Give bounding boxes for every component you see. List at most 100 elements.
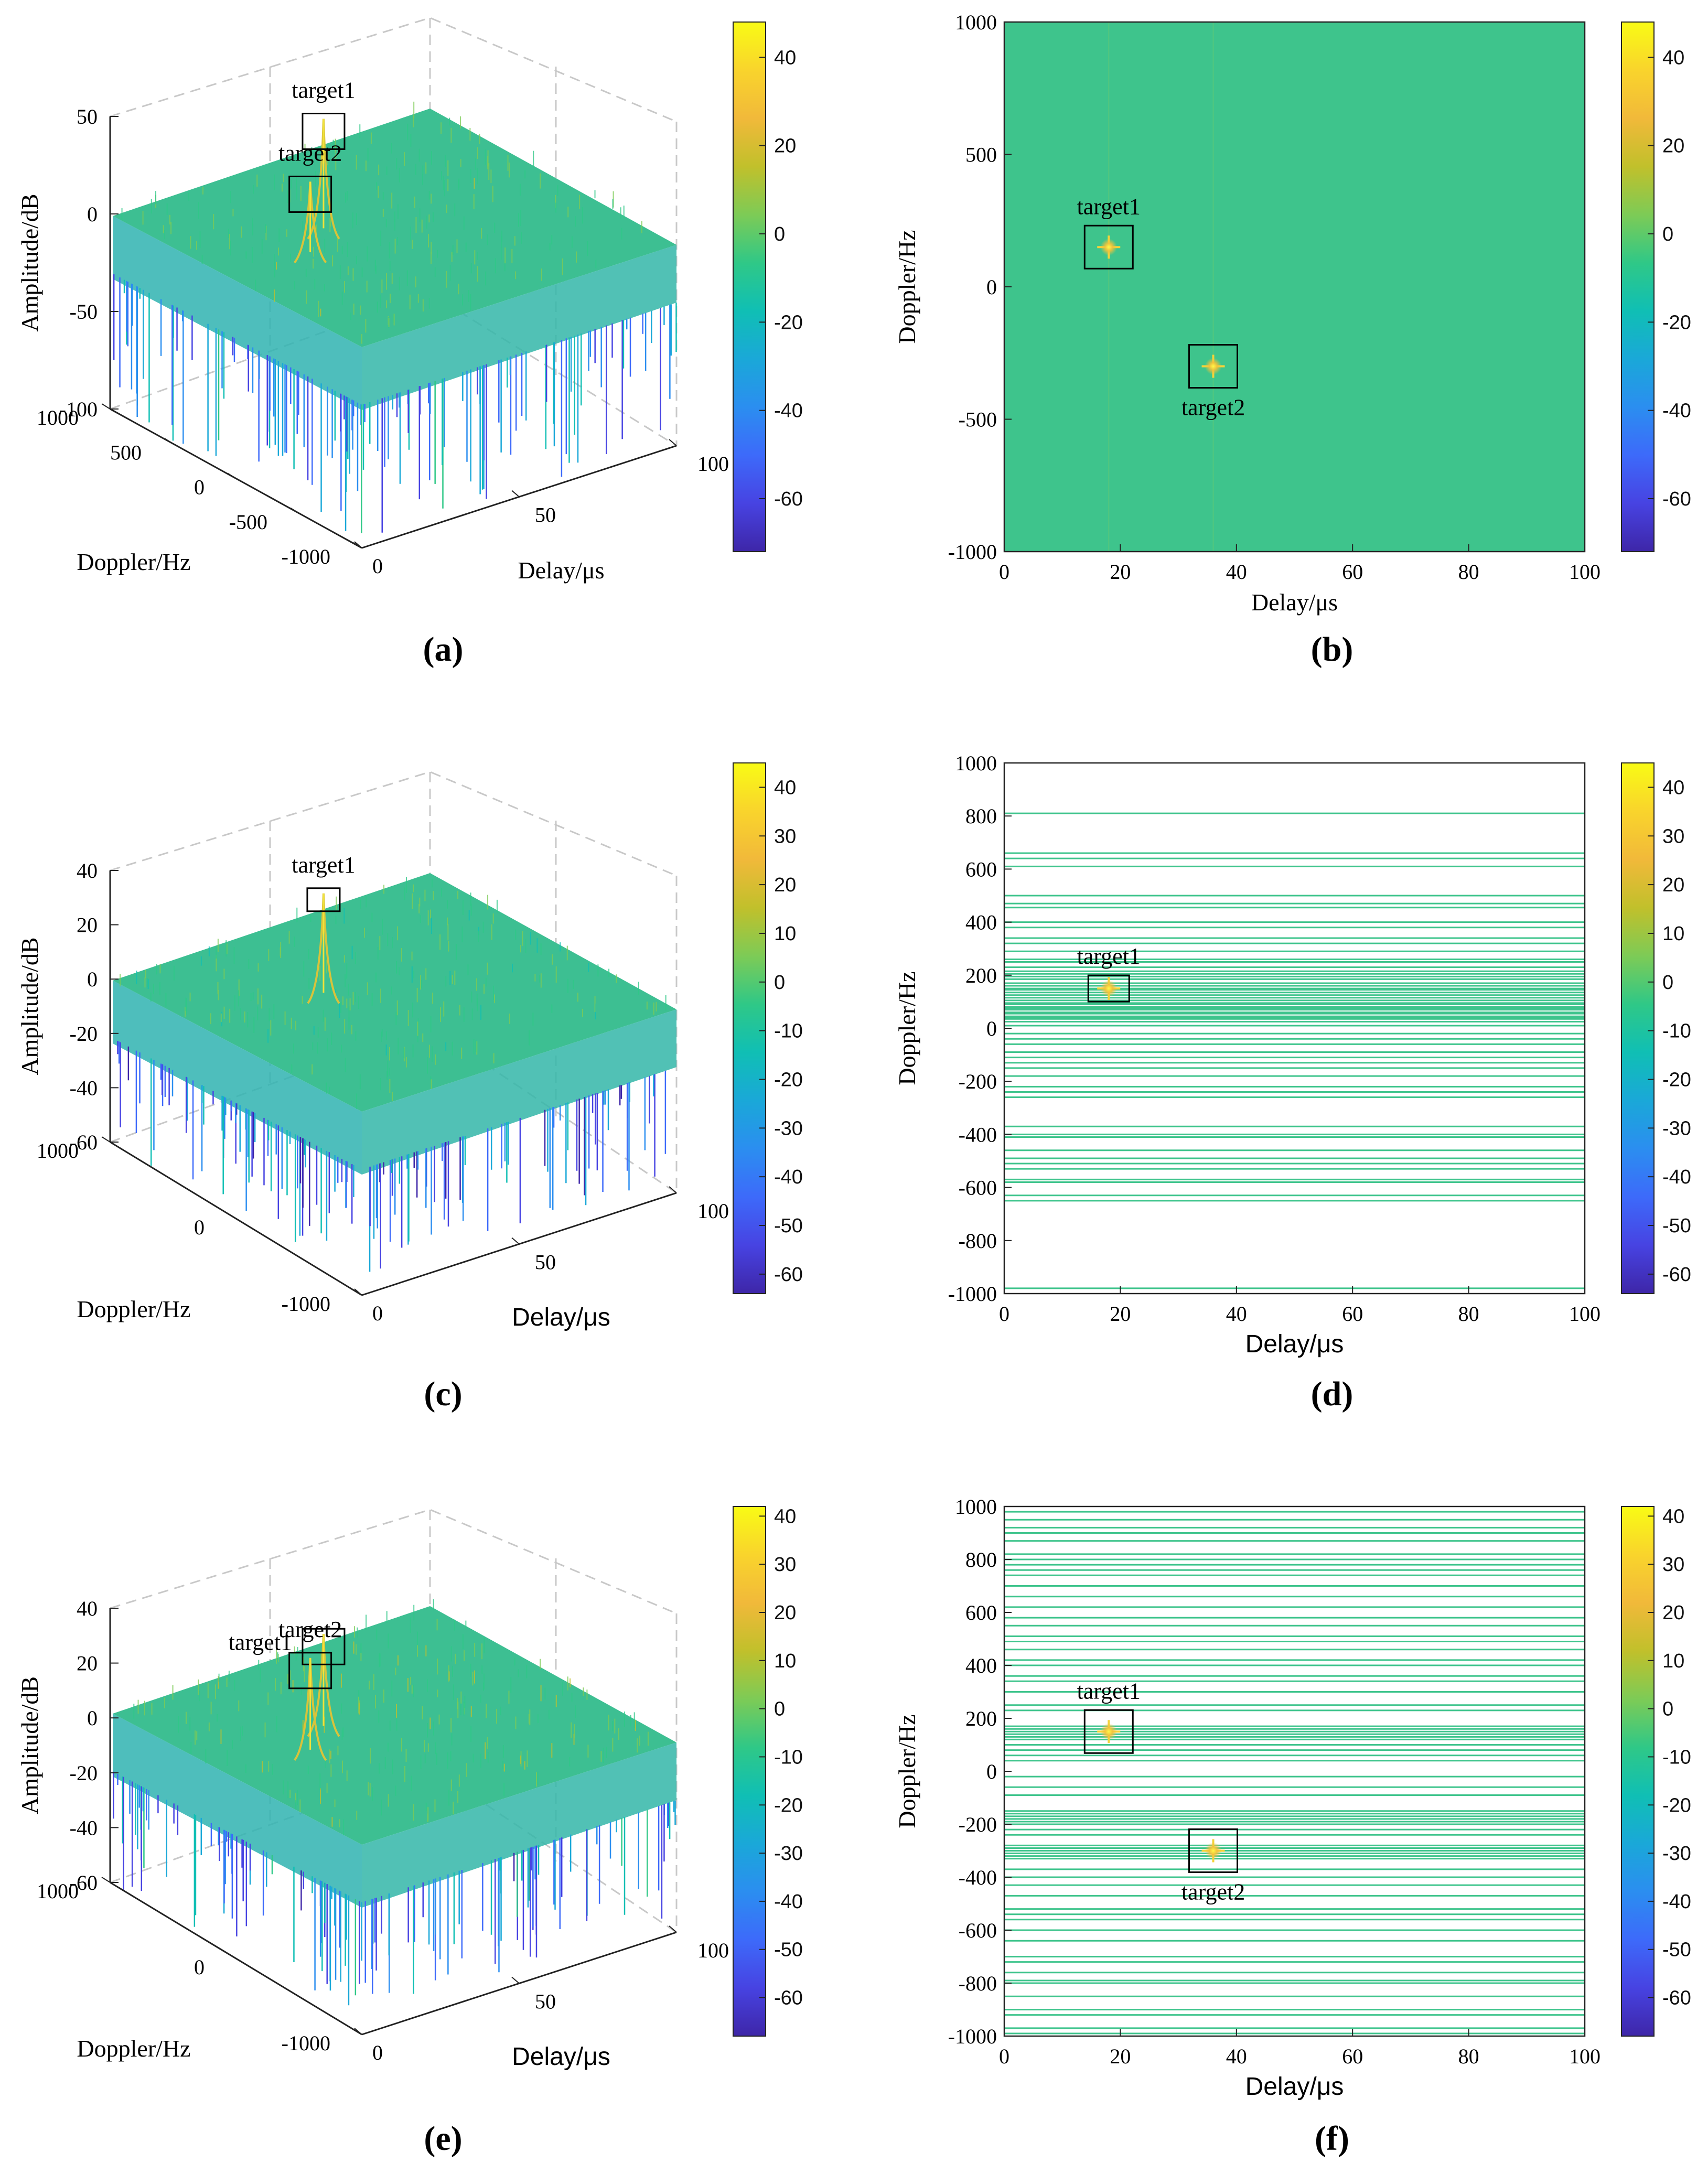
colorbar-tick-label: -10: [1662, 1746, 1691, 1768]
x-tick-label: 100: [1569, 2044, 1600, 2068]
x-tick: [354, 2028, 362, 2035]
x-tick-label: 40: [1226, 1302, 1247, 1326]
x-tick-label: 60: [1342, 2044, 1363, 2068]
target-box: [288, 175, 332, 213]
x-tick: [669, 1186, 677, 1193]
z-tick-label: -60: [70, 1131, 98, 1154]
z-tick-label: -50: [70, 300, 98, 324]
x-tick-label: 0: [372, 554, 383, 578]
y-tick-label: -500: [959, 408, 997, 432]
colorbar-tick-label: 10: [774, 923, 796, 945]
y-axis-label: Doppler/Hz: [77, 548, 190, 575]
y-tick-label: -1000: [282, 545, 330, 568]
colorbar-tick-label: -60: [1662, 1987, 1691, 2009]
colorbar-tick-label: -40: [1662, 1891, 1691, 1913]
x-tick-label: 50: [535, 1990, 556, 2014]
y-tick-label: 0: [986, 1017, 997, 1040]
z-tick-label: 40: [77, 859, 98, 882]
y-tick-label: 0: [194, 1955, 205, 1979]
colorbar-tick-label: -20: [774, 1794, 803, 1816]
z-axis-label: Amplitude/dB: [16, 937, 43, 1075]
colorbar-tick-label: -20: [1662, 1794, 1691, 1816]
y-tick-label: 600: [965, 857, 997, 881]
y-tick-label: 800: [965, 1548, 997, 1572]
y-tick-label: 0: [986, 275, 997, 299]
colorbar-gradient: [1621, 762, 1655, 1294]
colorbar-gradient: [733, 21, 766, 552]
colorbar: 40 30 20 10 0 -10 -20 -30 -40 -50 -60: [733, 762, 803, 1294]
colorbar-tick-label: 20: [1662, 1602, 1684, 1624]
y-tick-label: 400: [965, 911, 997, 934]
x-axis-label: Delay/μs: [512, 1304, 610, 1331]
surface-face-right: [362, 1009, 676, 1175]
colorbar-tick-label: -40: [1662, 400, 1691, 422]
target-label: target1: [229, 1629, 292, 1655]
colorbar-tick-label: -50: [1662, 1939, 1691, 1961]
colorbar-tick-label: 30: [774, 1554, 796, 1576]
x-tick-label: 80: [1458, 2044, 1479, 2068]
x-axis-label: Delay/μs: [1251, 589, 1338, 616]
y-tick-label: -600: [959, 1176, 997, 1200]
y-tick-label: 800: [965, 804, 997, 828]
panel-label: (f): [1315, 2119, 1349, 2158]
x-tick: [669, 1925, 677, 1933]
y-tick: [101, 1136, 111, 1143]
z-axis-label: Amplitude/dB: [16, 1676, 43, 1814]
target-box: [1087, 974, 1130, 1003]
y-tick-label: 1000: [955, 1495, 997, 1519]
colorbar-tick-label: -10: [774, 1746, 803, 1768]
colorbar-tick-label: 0: [1662, 223, 1673, 245]
colorbar-tick-label: 40: [774, 777, 796, 799]
colorbar-tick-label: -30: [1662, 1843, 1691, 1865]
z-tick-label: 50: [77, 105, 98, 128]
target-peak: [1100, 239, 1118, 256]
x-tick: [354, 1288, 362, 1296]
colorbar: 40 20 0 -20 -40 -60: [1621, 21, 1691, 552]
z-axis-label: Amplitude/dB: [16, 193, 43, 331]
colorbar-tick-label: 20: [774, 135, 796, 157]
surface-face-left: [113, 981, 362, 1175]
surface-face-right: [362, 245, 676, 410]
colorbar-tick-label: -60: [1662, 488, 1691, 510]
colorbar-tick-label: 20: [1662, 135, 1684, 157]
z-tick-label: -40: [70, 1076, 98, 1100]
x-tick-label: 100: [1569, 1302, 1600, 1326]
grid-line: [110, 771, 677, 877]
target-box: [302, 113, 346, 150]
y-tick-label: 1000: [955, 10, 997, 34]
target-label: target2: [278, 1617, 342, 1642]
target-box: [1083, 1709, 1134, 1754]
target-peak: [307, 893, 340, 1004]
y-axis-label: Doppler/Hz: [894, 971, 920, 1085]
target-peak: [307, 119, 340, 240]
x-tick-label: 0: [372, 2041, 383, 2064]
x-tick: [511, 1237, 520, 1245]
y-tick-label: 0: [986, 1760, 997, 1783]
z-tick-label: -20: [70, 1761, 98, 1785]
y-tick-label: 600: [965, 1601, 997, 1624]
y-tick-label: -1000: [948, 1282, 997, 1306]
panel-label: (d): [1311, 1375, 1353, 1413]
colorbar-tick-label: -40: [774, 1166, 803, 1188]
colorbar-tick-label: -60: [774, 1264, 803, 1286]
y-tick-label: 0: [194, 1215, 205, 1239]
y-tick-label: 1000: [37, 1879, 79, 1903]
target-label: target1: [1077, 193, 1141, 219]
colorbar-tick-label: 10: [1662, 923, 1684, 945]
colorbar-tick-label: 40: [1662, 1505, 1684, 1527]
colorbar-tick-label: 20: [1662, 874, 1684, 896]
x-tick-label: 80: [1458, 560, 1479, 584]
x-axis-label: Delay/μs: [1245, 1330, 1344, 1358]
y-tick-label: 0: [194, 476, 205, 499]
y-tick: [164, 438, 174, 445]
colorbar-tick-label: -10: [1662, 1020, 1691, 1042]
colorbar-tick-label: -60: [774, 488, 803, 510]
x-tick-label: 60: [1342, 1302, 1363, 1326]
x-tick-label: 80: [1458, 1302, 1479, 1326]
x-tick-label: 100: [697, 452, 729, 476]
y-tick: [227, 1953, 237, 1959]
target-label: target1: [1077, 943, 1141, 969]
x-tick-label: 50: [535, 503, 556, 527]
x-tick-label: 0: [372, 1301, 383, 1325]
